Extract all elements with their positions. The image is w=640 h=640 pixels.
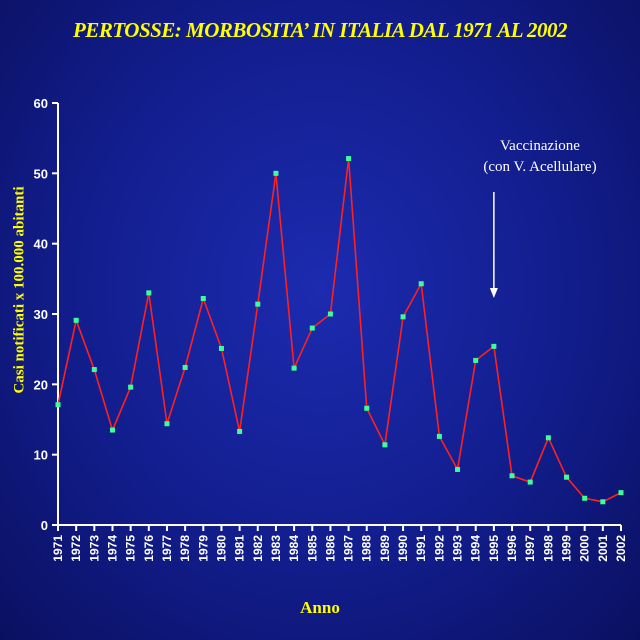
data-point xyxy=(109,427,115,433)
series-line xyxy=(57,158,622,503)
data-point xyxy=(618,490,624,496)
x-tick-label: 1978 xyxy=(178,535,192,562)
x-tick-label: 1977 xyxy=(160,535,174,562)
x-tick-label: 1993 xyxy=(451,535,465,562)
x-axis-label: Anno xyxy=(300,598,340,617)
data-point xyxy=(91,367,97,373)
data-point xyxy=(473,357,479,363)
data-point xyxy=(600,499,606,505)
x-tick-label: 1976 xyxy=(142,535,156,562)
data-point xyxy=(327,311,333,317)
x-tick-label: 1998 xyxy=(541,535,555,562)
data-point xyxy=(418,281,424,287)
x-tick-label: 1996 xyxy=(505,535,519,562)
data-point xyxy=(455,466,461,472)
data-point xyxy=(73,317,79,323)
data-point xyxy=(545,435,551,441)
data-point xyxy=(309,325,315,331)
data-point xyxy=(182,364,188,370)
data-point xyxy=(582,495,588,501)
x-tick-label: 1979 xyxy=(196,535,210,562)
x-tick-label: 1986 xyxy=(323,535,337,562)
x-tick-label: 1974 xyxy=(105,535,119,562)
x-tick-label: 1984 xyxy=(287,535,301,562)
x-tick-label: 1999 xyxy=(560,535,574,562)
data-point xyxy=(291,365,297,371)
x-tick-label: 2001 xyxy=(596,535,610,562)
vaccination-annotation: Vaccinazione (con V. Acellulare) xyxy=(460,136,620,178)
annotation-arrow-head xyxy=(489,288,498,298)
data-point xyxy=(200,296,206,302)
x-tick-label: 1987 xyxy=(342,535,356,562)
y-tick-label: 30 xyxy=(34,307,48,322)
annotation-line-1: Vaccinazione xyxy=(500,138,580,154)
x-tick-label: 1980 xyxy=(214,535,228,562)
data-point xyxy=(255,301,261,307)
chart-title: PERTOSSE: MORBOSITA’ IN ITALIA DAL 1971 … xyxy=(72,18,568,42)
x-tick-label: 1988 xyxy=(360,535,374,562)
x-tick-label: 1983 xyxy=(269,535,283,562)
data-point xyxy=(164,421,170,427)
y-tick-label: 20 xyxy=(34,377,48,392)
x-tick-label: 1972 xyxy=(69,535,83,562)
data-point xyxy=(527,479,533,485)
x-tick-label: 1997 xyxy=(523,535,537,562)
data-point xyxy=(436,433,442,439)
x-tick-label: 1992 xyxy=(432,535,446,562)
y-tick-label: 60 xyxy=(34,96,48,111)
x-tick-label: 2000 xyxy=(578,535,592,562)
data-point xyxy=(400,314,406,320)
data-point xyxy=(364,405,370,411)
y-tick-label: 50 xyxy=(34,166,48,181)
x-tick-label: 1981 xyxy=(233,535,247,562)
x-tick-label: 1990 xyxy=(396,535,410,562)
data-point xyxy=(273,170,279,176)
x-tick-label: 1985 xyxy=(305,535,319,562)
x-tick-label: 1991 xyxy=(414,535,428,562)
x-tick-label: 1989 xyxy=(378,535,392,562)
x-tick-label: 1971 xyxy=(51,535,65,562)
data-point xyxy=(55,402,61,408)
y-tick-label: 0 xyxy=(41,518,48,533)
x-tick-label: 1995 xyxy=(487,535,501,562)
data-point xyxy=(237,428,243,434)
x-tick-label: 1982 xyxy=(251,535,265,562)
data-point xyxy=(509,473,515,479)
data-point xyxy=(491,343,497,349)
y-tick-label: 40 xyxy=(34,237,48,252)
data-point xyxy=(346,156,352,162)
data-point xyxy=(218,345,224,351)
data-point xyxy=(382,442,388,448)
x-tick-label: 2002 xyxy=(614,535,628,562)
x-tick-label: 1975 xyxy=(124,535,138,562)
data-point xyxy=(564,474,570,480)
data-point xyxy=(146,290,152,296)
annotation-line-2: (con V. Acellulare) xyxy=(483,159,597,175)
x-tick-label: 1973 xyxy=(87,535,101,562)
y-tick-label: 10 xyxy=(34,448,48,463)
data-point xyxy=(128,384,134,390)
x-tick-label: 1994 xyxy=(469,535,483,562)
